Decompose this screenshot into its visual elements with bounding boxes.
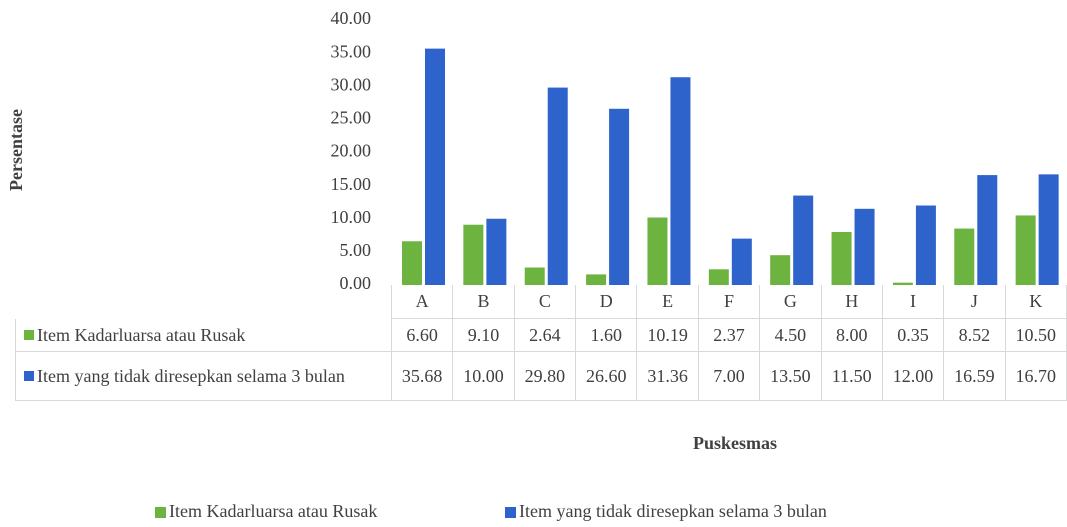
- category-cell: H: [821, 285, 883, 319]
- value-cell: 2.37: [698, 319, 761, 352]
- value-cell: 10.50: [1005, 319, 1067, 352]
- bar: [524, 267, 545, 285]
- value-cell: 16.59: [944, 352, 1006, 401]
- legend-swatch: [155, 507, 166, 518]
- bar: [402, 241, 422, 285]
- bar: [793, 195, 814, 285]
- y-tick-label: 10.00: [331, 207, 372, 227]
- bar: [954, 228, 975, 285]
- y-tick-label: 30.00: [331, 74, 372, 94]
- bar: [854, 208, 875, 285]
- value-cell: 11.50: [821, 352, 883, 401]
- bar: [977, 175, 998, 285]
- y-tick-label: 40.00: [331, 8, 372, 28]
- y-axis-title: Persentase: [6, 109, 26, 191]
- value-cell: 29.80: [514, 352, 577, 401]
- legend-label: Item Kadarluarsa atau Rusak: [169, 501, 377, 521]
- legend-key: [24, 371, 34, 381]
- bar: [1038, 174, 1059, 285]
- value-cell: 31.36: [637, 352, 699, 401]
- bar: [770, 255, 791, 285]
- value-cell: 16.70: [1005, 352, 1067, 401]
- category-cell: C: [514, 285, 577, 319]
- bar: [915, 205, 936, 285]
- value-cell: 6.60: [392, 319, 454, 352]
- bar: [731, 238, 752, 285]
- value-cell: 35.68: [392, 352, 454, 401]
- bar: [831, 232, 852, 285]
- category-cell: F: [698, 285, 761, 319]
- category-cell: A: [392, 285, 454, 319]
- bar: [670, 77, 691, 286]
- category-cell: D: [576, 285, 638, 319]
- y-tick-label: 5.00: [340, 240, 372, 260]
- bar: [708, 269, 729, 285]
- legend-label: Item yang tidak diresepkan selama 3 bula…: [519, 501, 827, 521]
- y-tick-label: 25.00: [331, 108, 372, 128]
- bar: [547, 87, 568, 285]
- value-cell: 4.50: [760, 319, 822, 352]
- bar: [463, 224, 484, 285]
- value-cell: 9.10: [453, 319, 515, 352]
- category-cell: J: [944, 285, 1006, 319]
- bar: [1015, 215, 1036, 285]
- value-cell: 10.19: [637, 319, 699, 352]
- category-cell: E: [637, 285, 699, 319]
- y-tick-label: 35.00: [331, 41, 372, 61]
- value-cell: 12.00: [882, 352, 945, 401]
- table-corner: [15, 285, 392, 319]
- value-cell: 8.00: [821, 319, 883, 352]
- bar: [647, 217, 668, 285]
- value-cell: 13.50: [760, 352, 822, 401]
- value-cell: 26.60: [576, 352, 638, 401]
- row-header: Item yang tidak diresepkan selama 3 bula…: [15, 352, 392, 401]
- value-cell: 10.00: [453, 352, 515, 401]
- y-tick-label: 15.00: [331, 174, 372, 194]
- value-cell: 0.35: [882, 319, 945, 352]
- bar: [892, 282, 913, 285]
- value-cell: 2.64: [514, 319, 577, 352]
- data-table: A B C D E F G H I J K Item Kadarluarsa atau Rusak 6.…: [15, 285, 1067, 401]
- bar: [425, 48, 445, 286]
- legend-swatch: [505, 507, 516, 518]
- row-header: Item Kadarluarsa atau Rusak: [15, 319, 392, 352]
- value-cell: 7.00: [698, 352, 761, 401]
- y-tick-label: 0.00: [340, 273, 372, 293]
- value-cell: 1.60: [576, 319, 638, 352]
- category-cell: G: [760, 285, 822, 319]
- category-cell: K: [1005, 285, 1067, 319]
- bar: [486, 218, 507, 285]
- legend-key: [24, 330, 34, 340]
- y-tick-label: 20.00: [331, 141, 372, 161]
- row-label: Item yang tidak diresepkan selama 3 bula…: [37, 366, 345, 386]
- category-cell: I: [882, 285, 945, 319]
- x-axis-title: Puskesmas: [693, 433, 777, 453]
- value-cell: 8.52: [944, 319, 1006, 352]
- row-label: Item Kadarluarsa atau Rusak: [37, 325, 246, 345]
- bar: [586, 274, 607, 285]
- category-cell: B: [453, 285, 515, 319]
- bar: [609, 108, 630, 286]
